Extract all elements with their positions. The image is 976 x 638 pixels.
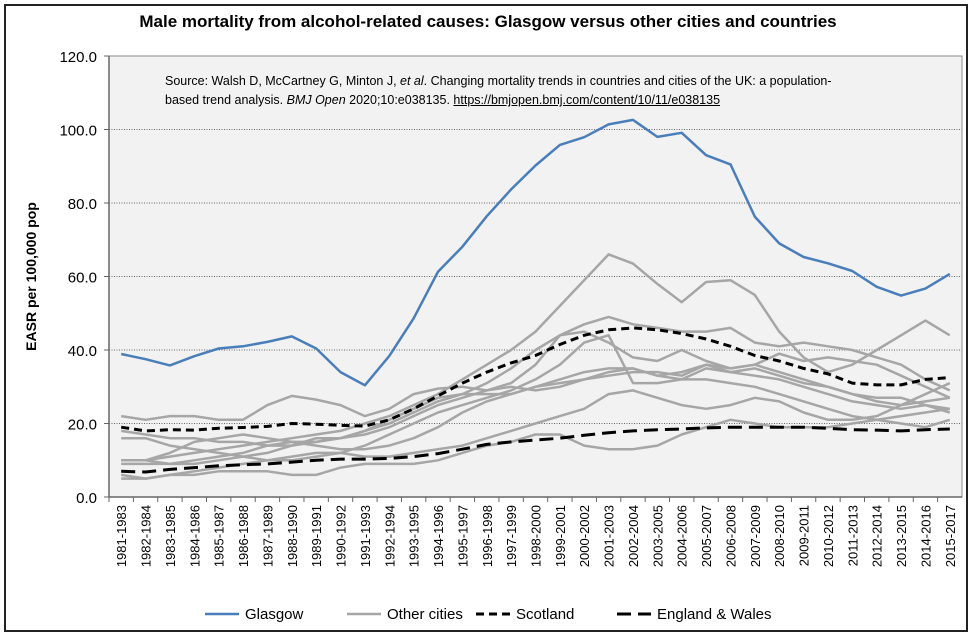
x-tick-label: 2002-2004 — [626, 505, 641, 567]
series-line-glasgow — [120, 118, 951, 387]
legend-item: Glasgow — [205, 606, 304, 623]
series-line-other-city-7 — [121, 363, 951, 466]
series-line-other-city-2 — [121, 330, 951, 422]
x-tick-label: 2014-2016 — [918, 505, 933, 567]
legend-item: Other cities — [347, 606, 463, 623]
source-etal: et al — [400, 74, 424, 88]
series-line-scotland — [120, 326, 950, 433]
x-tick-label: 1985-1987 — [212, 505, 227, 567]
source-text: Source: Walsh D, McCartney G, Minton J, — [165, 74, 401, 88]
y-tick-label: 80.0 — [68, 196, 97, 213]
x-tick-label: 2015-2017 — [943, 505, 958, 567]
x-tick-label: 1983-1985 — [163, 505, 178, 567]
x-tick-label: 2012-2014 — [870, 505, 885, 567]
x-tick-label: 1994-1996 — [431, 505, 446, 567]
x-tick-label: 1982-1984 — [139, 505, 154, 567]
x-tick-label: 1987-1989 — [260, 505, 275, 567]
y-axis-label: EASR per 100,000 pop — [23, 202, 39, 351]
legend-label: Other cities — [387, 606, 463, 623]
legend-label: Glasgow — [245, 606, 304, 623]
x-tick-label: 1988-1990 — [285, 505, 300, 567]
x-tick-label: 1998-2000 — [529, 505, 544, 567]
source-text-2: based trend analysis. — [165, 93, 287, 107]
x-tick-label: 1986-1988 — [236, 505, 251, 567]
series-line-other-city-6 — [121, 407, 950, 480]
x-tick-label: 2009-2011 — [797, 505, 812, 566]
x-tick-label: 2008-2010 — [772, 505, 787, 567]
chart-border — [4, 4, 968, 632]
series-line-other-city-8 — [121, 367, 951, 466]
source-link[interactable]: https://bmjopen.bmj.com/content/10/11/e0… — [453, 93, 721, 107]
x-tick-label: 2001-2003 — [602, 505, 617, 567]
x-tick-label: 2004-2006 — [675, 505, 690, 567]
y-tick-label: 60.0 — [68, 270, 97, 287]
y-tick-label: 120.0 — [59, 49, 97, 66]
x-tick-label: 1984-1986 — [187, 505, 202, 567]
series-line-other-city-5 — [121, 389, 950, 480]
x-tick-label: 1996-1998 — [480, 505, 495, 567]
legend-label: England & Wales — [657, 606, 772, 623]
source-text-cont: . Changing mortality trends in countries… — [423, 74, 832, 88]
x-tick-label: 2003-2005 — [650, 505, 665, 567]
x-tick-label: 2013-2015 — [894, 505, 909, 567]
x-tick-label: 2005-2007 — [699, 505, 714, 567]
x-tick-label: 1989-1991 — [309, 505, 324, 567]
x-tick-label: 1993-1995 — [407, 505, 422, 567]
source-annotation: Source: Walsh D, McCartney G, Minton J, … — [165, 72, 925, 110]
x-tick-label: 1991-1993 — [358, 505, 373, 567]
legend-label: Scotland — [516, 606, 574, 623]
y-tick-label: 100.0 — [59, 123, 97, 140]
x-tick-label: 1995-1997 — [455, 505, 470, 567]
y-tick-label: 40.0 — [68, 343, 97, 360]
x-tick-label: 2006-2008 — [723, 505, 738, 567]
x-tick-label: 2010-2012 — [821, 505, 836, 567]
x-tick-label: 1997-1999 — [504, 505, 519, 567]
series-line-other-city-3 — [121, 334, 950, 462]
source-citation: 2020;10:e038135. — [345, 93, 454, 107]
x-tick-label: 2011-2013 — [845, 505, 860, 566]
legend-item: Scotland — [476, 606, 574, 623]
y-tick-label: 20.0 — [68, 417, 97, 434]
source-journal: BMJ Open — [286, 93, 346, 107]
series-line-england-wales — [121, 425, 950, 474]
legend-item: England & Wales — [617, 606, 772, 623]
x-tick-label: 1999-2001 — [553, 505, 568, 567]
y-tick-label: 0.0 — [76, 490, 97, 507]
x-tick-label: 1981-1983 — [114, 505, 129, 567]
chart-title: Male mortality from alcohol-related caus… — [139, 12, 837, 31]
x-tick-label: 1992-1994 — [382, 505, 397, 567]
x-tick-label: 2000-2002 — [577, 505, 592, 567]
x-tick-label: 2007-2009 — [748, 505, 763, 567]
series-line-other-city-1 — [121, 315, 951, 447]
x-tick-label: 1990-1992 — [334, 505, 349, 567]
